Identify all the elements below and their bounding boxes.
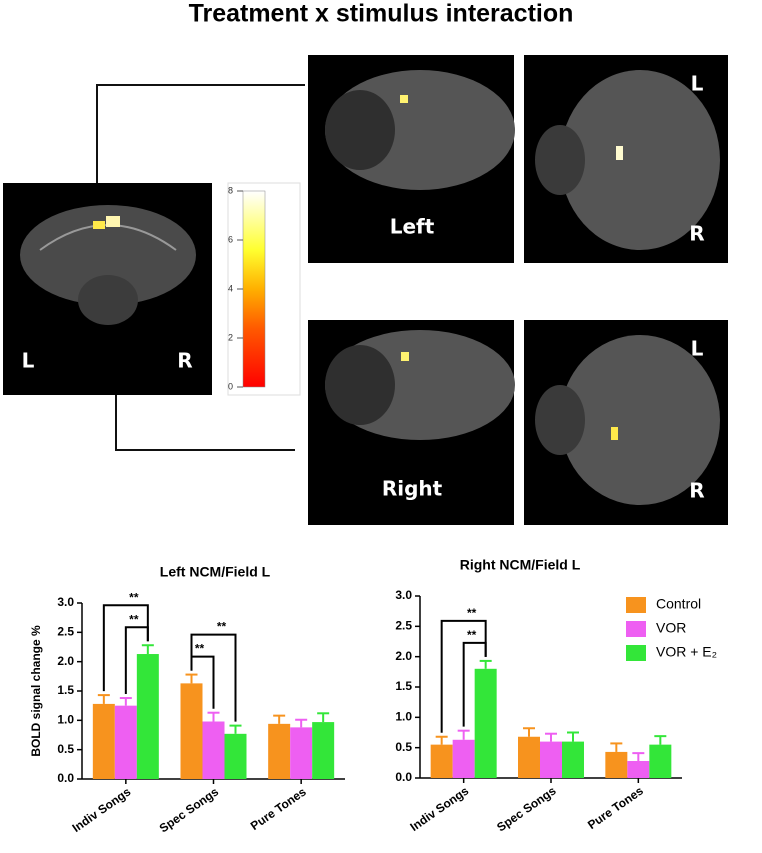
significance-label: ** <box>467 606 477 620</box>
significance-label: ** <box>195 642 205 656</box>
bar <box>312 722 335 779</box>
legend-swatch <box>626 621 646 637</box>
orientation-label: R <box>177 349 192 373</box>
connector <box>96 84 305 200</box>
bar <box>649 744 672 778</box>
bar <box>114 705 137 779</box>
bar <box>180 683 203 779</box>
significance-label: ** <box>129 612 139 626</box>
x-tick-label: Indiv Songs <box>407 783 471 834</box>
significance-bracket <box>190 655 215 709</box>
panel-label: Right <box>382 477 443 501</box>
coronal-image <box>3 183 212 395</box>
significance-label: ** <box>217 620 227 634</box>
chart-title: Left NCM/Field L <box>160 564 271 580</box>
y-tick-label: 2.5 <box>395 619 412 633</box>
y-axis-label: BOLD signal change % <box>29 625 43 757</box>
bar <box>605 751 628 778</box>
bar <box>518 736 540 778</box>
brain-panel <box>308 55 728 263</box>
bar <box>474 668 497 778</box>
brain-panel <box>308 320 728 525</box>
chart-title: Right NCM/Field L <box>460 557 581 573</box>
y-tick-label: 1.5 <box>57 683 74 697</box>
significance-bracket <box>440 619 487 733</box>
bar <box>92 703 115 779</box>
significance-bracket <box>462 641 487 727</box>
orientation-label: R <box>689 222 704 246</box>
significance-bracket <box>124 626 149 695</box>
bar <box>562 741 584 778</box>
legend-label: VOR + E₂ <box>656 644 717 660</box>
colorbar-tick-label: 2 <box>228 332 233 342</box>
significance-bracket <box>102 604 149 692</box>
colorbar-tick-label: 0 <box>228 381 233 391</box>
legend-swatch <box>626 597 646 613</box>
bar <box>452 739 475 778</box>
orientation-label: R <box>689 479 704 503</box>
bar <box>430 744 453 778</box>
colorbar-tick-label: 8 <box>228 185 233 195</box>
significance-bracket <box>190 633 237 722</box>
x-tick-label: Pure Tones <box>248 784 309 833</box>
y-tick-label: 3.0 <box>395 588 412 602</box>
bar <box>268 723 291 779</box>
panel-label: Left <box>390 215 435 239</box>
bar <box>540 741 562 778</box>
y-tick-label: 0.5 <box>57 742 74 756</box>
colorbar <box>242 190 266 388</box>
y-tick-label: 1.5 <box>395 679 412 693</box>
y-tick-label: 3.0 <box>57 595 74 609</box>
x-tick-label: Spec Songs <box>494 783 559 834</box>
y-tick-label: 2.5 <box>57 625 74 639</box>
bar <box>202 721 225 779</box>
significance-label: ** <box>129 590 139 604</box>
bar <box>290 727 313 779</box>
colorbar-tick-label: 4 <box>228 283 233 293</box>
y-tick-label: 1.0 <box>57 713 74 727</box>
legend-label: VOR <box>656 620 686 636</box>
x-tick-label: Indiv Songs <box>70 784 134 835</box>
y-tick-label: 2.0 <box>395 649 412 663</box>
y-tick-label: 0.0 <box>57 771 74 785</box>
y-tick-label: 0.0 <box>395 770 412 784</box>
orientation-label: L <box>22 349 35 373</box>
colorbar-tick-label: 6 <box>228 234 233 244</box>
y-tick-label: 0.5 <box>395 740 412 754</box>
x-tick-label: Spec Songs <box>157 784 222 835</box>
legend-label: Control <box>656 596 701 612</box>
orientation-label: L <box>691 337 704 361</box>
y-tick-label: 1.0 <box>395 710 412 724</box>
orientation-label: L <box>691 72 704 96</box>
bar <box>136 654 159 779</box>
legend-swatch <box>626 645 646 661</box>
figure-title: Treatment x stimulus interaction <box>189 0 574 28</box>
bar <box>224 733 247 779</box>
significance-label: ** <box>467 628 477 642</box>
y-tick-label: 2.0 <box>57 654 74 668</box>
bar <box>627 761 650 778</box>
x-tick-label: Pure Tones <box>585 783 646 832</box>
